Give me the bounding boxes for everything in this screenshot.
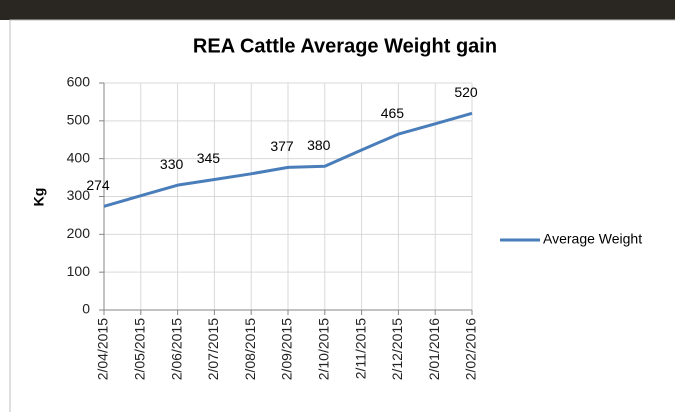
x-tick-label: 2/10/2015 [316, 318, 332, 380]
x-tick-label: 2/05/2015 [132, 318, 148, 380]
x-tick-label: 2/07/2015 [205, 318, 221, 380]
data-label: 330 [160, 156, 184, 172]
y-tick-label: 0 [82, 301, 90, 317]
data-label: 345 [197, 150, 221, 166]
y-tick-label: 100 [67, 263, 91, 279]
y-axis-label: Kg [31, 188, 47, 207]
x-tick-label: 2/01/2016 [426, 318, 442, 380]
y-tick-label: 400 [67, 149, 91, 165]
chart-frame [9, 19, 675, 412]
x-tick-label: 2/02/2016 [463, 318, 479, 380]
data-label: 377 [270, 138, 294, 154]
y-tick-label: 500 [67, 112, 91, 128]
legend-label: Average Weight [543, 231, 642, 247]
x-tick-label: 2/12/2015 [389, 318, 405, 380]
x-tick-label: 2/08/2015 [242, 318, 258, 380]
x-tick-label: 2/06/2015 [168, 318, 184, 380]
data-label: 274 [86, 177, 110, 193]
y-tick-label: 200 [67, 225, 91, 241]
x-tick-label: 2/11/2015 [352, 318, 368, 379]
data-label: 520 [454, 84, 478, 100]
data-label: 380 [307, 137, 331, 153]
chart-title: REA Cattle Average Weight gain [193, 35, 497, 57]
x-tick-label: 2/09/2015 [279, 318, 295, 380]
y-tick-label: 300 [67, 187, 91, 203]
x-tick-label: 2/04/2015 [95, 318, 111, 380]
data-line [103, 111, 473, 208]
data-label: 465 [381, 105, 405, 121]
y-tick-label: 600 [67, 74, 91, 90]
photo-strip [0, 0, 675, 20]
